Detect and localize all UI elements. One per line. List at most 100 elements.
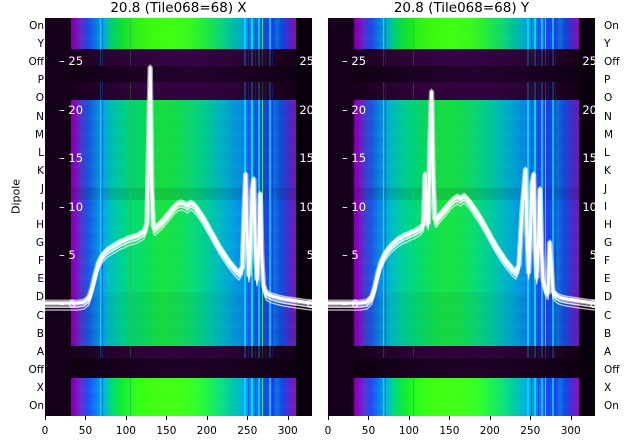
- heat-streak-7-7: [541, 292, 544, 346]
- xtick-mark-x-300: [287, 416, 289, 420]
- dipole-label-left-f-13: F: [37, 255, 44, 268]
- heat-streak-1-7: [385, 292, 387, 346]
- heat-streak-10-3: [551, 82, 554, 100]
- heat-streak-11-8: [272, 346, 274, 358]
- heat-streak-10-10: [268, 378, 271, 416]
- heat-streak-1-4: [385, 100, 387, 188]
- heat-streak-4-8: [531, 346, 533, 358]
- dipole-label-right-off-2: Off: [604, 56, 620, 69]
- heat-streak-1-8: [102, 346, 104, 358]
- heat-streak-4-4: [248, 100, 250, 188]
- heat-streak-4-1: [248, 49, 250, 66]
- heat-dead-left: [45, 18, 71, 416]
- heat-streak-4-8: [248, 346, 250, 358]
- heat-streak-9-10: [548, 378, 549, 416]
- dipole-label-left-k-8: K: [37, 164, 44, 177]
- dipole-label-left-off-2: Off: [28, 56, 45, 69]
- heat-streak-2-8: [129, 346, 131, 358]
- dipole-label-right-e-14: E: [604, 273, 611, 286]
- heat-streak-4-1: [531, 49, 533, 66]
- dipole-label-right-c-16: C: [604, 309, 612, 322]
- xtick-mark-y-250: [530, 416, 532, 420]
- trace-line-4: [328, 88, 595, 301]
- heat-band-2: [328, 66, 595, 82]
- heat-streak-2-6: [412, 200, 414, 292]
- panel-x[interactable]: 20.8 (Tile068=68) X – 25 25– 20 20– 15 15– …: [45, 0, 312, 416]
- heat-streak-2-4: [412, 100, 414, 188]
- heat-streak-2-0: [412, 18, 414, 49]
- xtick-mark-y-150: [449, 416, 451, 420]
- panel-y[interactable]: 20.8 (Tile068=68) Y – 25 25– 20 20– 15 15– …: [328, 0, 595, 416]
- panel-y-trace: [328, 88, 595, 311]
- heat-streak-8-8: [261, 346, 263, 358]
- heat-band-10: [328, 378, 595, 416]
- dipole-label-left-x-20: X: [36, 381, 44, 394]
- heat-streak-11-6: [272, 200, 274, 292]
- heat-streak-8-0: [544, 18, 546, 49]
- xtick-mark-x-250: [247, 416, 249, 420]
- heat-band-9: [45, 358, 312, 378]
- xtick-label-x-200: 200: [196, 425, 217, 437]
- panel-y-title: 20.8 (Tile068=68) Y: [393, 0, 530, 16]
- heat-streak-0-1: [99, 49, 101, 66]
- heat-streak-8-7: [544, 292, 546, 346]
- heat-streak-0-6: [99, 200, 101, 292]
- dipole-labels-right: On Y Off P O N M L K J I H G F E D C B A Off X On: [604, 18, 630, 416]
- heat-streak-8-0: [261, 18, 263, 49]
- heat-streak-6-8: [254, 346, 256, 358]
- heat-streak-1-8: [385, 346, 387, 358]
- heat-streak-4-7: [248, 292, 250, 346]
- heat-streak-4-3: [248, 82, 250, 100]
- heat-streak-11-3: [555, 82, 557, 100]
- panel-y-xaxis: 0 50 100 150 200 250 300: [325, 416, 595, 440]
- heat-streak-1-6: [102, 200, 104, 292]
- xtick-label-y-200: 200: [479, 425, 500, 437]
- trace-line-0: [45, 65, 312, 306]
- heat-streak-1-3: [102, 82, 104, 100]
- heat-streak-11-4: [272, 100, 274, 188]
- heat-streak-8-3: [544, 82, 546, 100]
- heat-streak-10-8: [268, 346, 271, 358]
- panel-x-trace: [45, 64, 312, 311]
- heat-streak-3-7: [526, 292, 529, 346]
- heat-streak-2-10: [412, 378, 414, 416]
- xtick-mark-y-50: [368, 416, 370, 420]
- dipole-label-left-y-1: Y: [37, 38, 44, 51]
- heat-band-2: [45, 66, 312, 82]
- heat-streak-9-7: [548, 292, 549, 346]
- dipole-label-right-on-21: On: [604, 399, 619, 412]
- heat-streak-5-4: [534, 100, 537, 188]
- heat-streak-6-4: [254, 100, 256, 188]
- heat-streak-2-3: [129, 82, 131, 100]
- heat-streak-0-1: [382, 49, 384, 66]
- dipole-label-right-p-3: P: [604, 74, 611, 87]
- dipole-label-right-y-1: Y: [604, 38, 611, 51]
- heat-streak-1-1: [102, 49, 104, 66]
- xtick-mark-x-0: [45, 416, 46, 420]
- heat-streak-9-5: [548, 188, 549, 200]
- heat-streak-6-1: [254, 49, 256, 66]
- trace-line-3: [45, 74, 312, 311]
- heat-streak-3-1: [243, 49, 246, 66]
- heat-streak-10-6: [268, 200, 271, 292]
- dipole-label-right-a-18: A: [604, 345, 612, 358]
- heat-streak-3-1: [526, 49, 529, 66]
- heat-streak-6-8: [537, 346, 539, 358]
- dipole-label-left-l-7: L: [38, 146, 44, 159]
- heat-streak-7-0: [258, 18, 261, 49]
- heat-streak-5-8: [251, 346, 254, 358]
- heat-streak-0-0: [382, 18, 384, 49]
- heat-streak-2-6: [129, 200, 131, 292]
- heat-streak-6-1: [537, 49, 539, 66]
- dipole-label-left-h-11: H: [36, 219, 44, 232]
- xtick-label-x-50: 50: [78, 425, 93, 437]
- heat-streak-0-6: [382, 200, 384, 292]
- heat-streak-4-4: [531, 100, 533, 188]
- heat-streak-11-0: [555, 18, 557, 49]
- heat-streak-5-1: [251, 49, 254, 66]
- heat-streak-11-5: [555, 188, 557, 200]
- dipole-label-right-m-6: M: [604, 128, 614, 141]
- panel-x-title: 20.8 (Tile068=68) X: [110, 0, 247, 16]
